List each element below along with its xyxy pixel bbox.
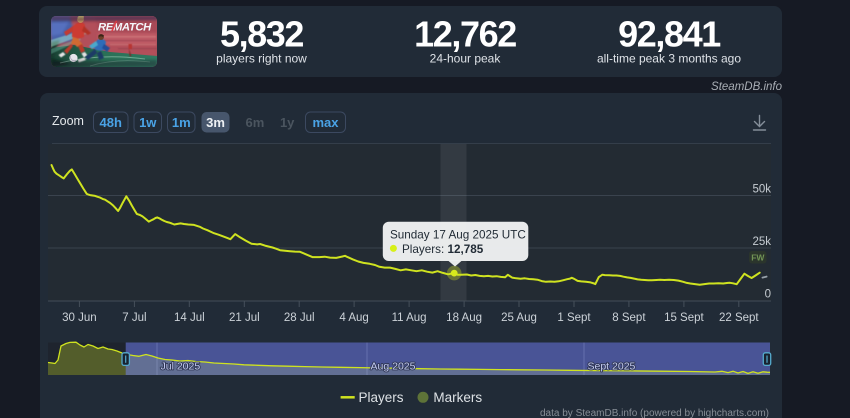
svg-text:6m: 6m [246,115,265,130]
svg-text:48h: 48h [100,115,122,130]
svg-text:Zoom: Zoom [52,114,84,128]
svg-text:Sept 2025: Sept 2025 [588,361,636,373]
svg-text:1m: 1m [172,115,191,130]
svg-text:Aug 2025: Aug 2025 [371,361,416,373]
svg-text:Jul 2025: Jul 2025 [161,361,201,373]
svg-text:all-time peak 3 months ago: all-time peak 3 months ago [597,52,741,66]
svg-text:18 Aug: 18 Aug [446,312,482,324]
svg-text:REMATCH: REMATCH [98,22,152,34]
svg-text:5,832: 5,832 [220,14,303,55]
svg-text:25k: 25k [752,236,771,248]
svg-text:14 Jul: 14 Jul [174,312,205,324]
svg-text:8 Sept: 8 Sept [612,312,646,324]
svg-text:Sunday 17 Aug 2025 UTC: Sunday 17 Aug 2025 UTC [390,229,526,242]
svg-text:24-hour peak: 24-hour peak [430,52,502,66]
svg-text:28 Jul: 28 Jul [284,312,315,324]
svg-text:Markers: Markers [433,390,482,405]
svg-text:92,841: 92,841 [618,14,721,55]
svg-text:1y: 1y [280,115,295,130]
svg-text:4 Aug: 4 Aug [339,312,368,324]
svg-text:1w: 1w [139,115,157,130]
svg-text:SteamDB.info: SteamDB.info [711,81,783,93]
svg-text:7 Jul: 7 Jul [122,312,146,324]
svg-text:12,762: 12,762 [414,14,516,55]
svg-text:FW: FW [751,253,765,263]
svg-text:data by SteamDB.info (powered: data by SteamDB.info (powered by highcha… [540,408,769,418]
svg-text:22 Sept: 22 Sept [719,312,759,324]
svg-text:21 Jul: 21 Jul [229,312,260,324]
svg-text:players right now: players right now [216,52,307,66]
svg-text:Players: Players [359,390,404,405]
svg-text:0: 0 [765,289,771,301]
svg-text:25 Aug: 25 Aug [501,312,537,324]
svg-text:11 Aug: 11 Aug [392,312,427,324]
svg-text:50k: 50k [752,184,771,196]
svg-text:max: max [312,115,339,130]
svg-text:15 Sept: 15 Sept [664,312,704,324]
svg-text:1 Sept: 1 Sept [557,312,591,324]
svg-text:3m: 3m [206,115,225,130]
svg-text:Players: 12,785: Players: 12,785 [402,243,484,256]
svg-text:30 Jun: 30 Jun [62,312,97,324]
